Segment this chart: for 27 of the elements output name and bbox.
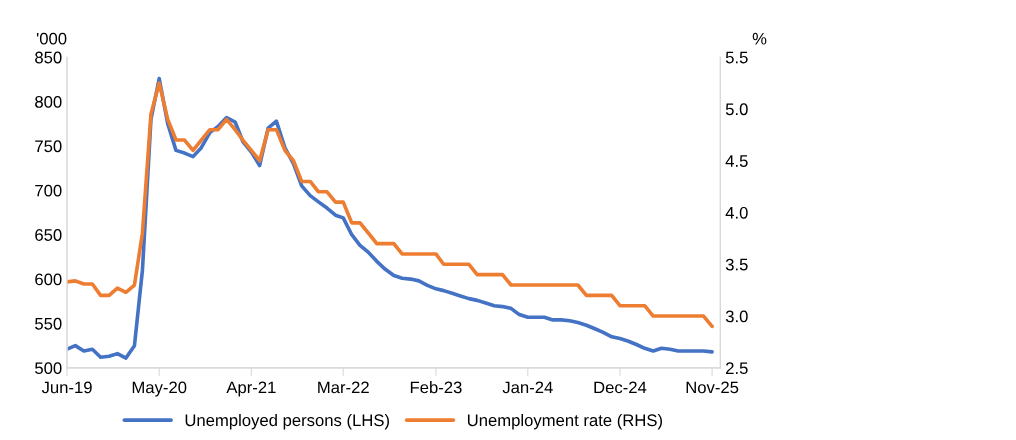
y-tick-label: 850 — [35, 51, 62, 64]
y-tick-label: 600 — [35, 273, 62, 286]
y2-tick-label: 3.0 — [725, 310, 748, 323]
y-axis-title: '000 — [36, 32, 67, 45]
y-tick-label: 800 — [35, 95, 62, 108]
x-tick-label: Nov-25 — [686, 381, 739, 394]
y-tick-label: 700 — [35, 184, 62, 197]
legend-label: Unemployment rate (RHS) — [467, 413, 662, 430]
y-tick-label: 650 — [35, 229, 62, 241]
y-tick-label: 550 — [35, 317, 62, 330]
y2-tick-label: 2.5 — [726, 362, 748, 375]
y2-tick-label: 4.5 — [725, 155, 748, 167]
x-tick-label: Mar-22 — [318, 381, 369, 394]
y2-tick-label: 4.0 — [725, 206, 748, 219]
legend-label: Unemployed persons (LHS) — [185, 413, 389, 430]
x-tick-label: Apr-21 — [226, 381, 276, 397]
y2-tick-label: 5.5 — [725, 51, 748, 64]
x-tick-label: Feb-23 — [410, 381, 462, 394]
x-tick-label: May-20 — [132, 381, 187, 397]
y2-tick-label: 5.0 — [725, 103, 748, 116]
y-tick-label: 750 — [35, 140, 62, 153]
y-tick-label: 500 — [35, 362, 62, 375]
x-tick-label: Jan-24 — [502, 381, 553, 394]
y2-tick-label: 3.5 — [725, 258, 748, 271]
x-tick-label: Dec-24 — [594, 381, 647, 394]
x-tick-label: Jun-19 — [41, 381, 92, 394]
y2-axis-title: % — [752, 32, 767, 45]
